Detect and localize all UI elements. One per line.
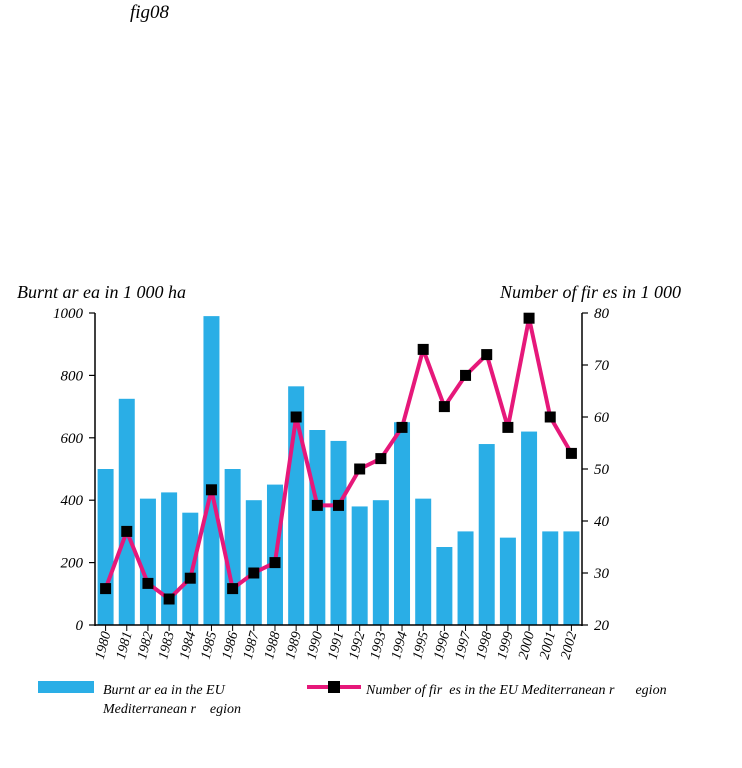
fires-marker-1983 [163, 593, 175, 605]
fires-marker-1989 [290, 411, 302, 423]
bar-1992 [351, 506, 368, 625]
legend-label-number-of-fires: Number of fir es in the EU Mediterranean… [366, 683, 667, 698]
bar-1980 [97, 469, 114, 625]
x-tick-label: 1999 [495, 630, 517, 661]
legend-swatch-marker [328, 681, 340, 693]
bar-1987 [245, 500, 262, 625]
fires-marker-1984 [184, 572, 196, 584]
bar-1994 [394, 422, 411, 625]
bar-2001 [542, 531, 559, 625]
x-tick-label: 1996 [431, 630, 453, 661]
fires-marker-1997 [460, 369, 472, 381]
x-tick-label: 1992 [347, 630, 369, 661]
x-tick-label: 1994 [389, 630, 411, 661]
right-tick-label: 20 [594, 618, 610, 634]
fires-marker-1990 [311, 499, 323, 511]
x-tick-label: 1997 [453, 629, 475, 661]
left-tick-label: 1000 [53, 306, 84, 322]
fires-marker-1982 [142, 577, 154, 589]
fires-marker-1998 [481, 349, 493, 361]
right-tick-label: 50 [594, 462, 610, 478]
x-tick-label: 1993 [368, 630, 390, 661]
bar-1997 [457, 531, 474, 625]
left-tick-label: 200 [61, 556, 84, 572]
x-tick-label: 1991 [326, 630, 348, 661]
fires-marker-1987 [248, 567, 260, 579]
fires-marker-1986 [227, 583, 239, 595]
x-tick-label: 2002 [559, 630, 581, 661]
fires-marker-2001 [544, 411, 556, 423]
right-tick-label: 30 [593, 566, 610, 582]
left-tick-label: 800 [61, 368, 84, 384]
fires-marker-1988 [269, 557, 281, 569]
bar-2000 [521, 431, 538, 625]
bar-1996 [436, 547, 453, 625]
bar-1998 [478, 444, 495, 625]
x-tick-label: 1981 [114, 630, 136, 661]
bar-1990 [309, 430, 326, 625]
fires-marker-1991 [333, 499, 344, 511]
fires-marker-2002 [565, 447, 577, 459]
right-tick-label: 70 [594, 358, 610, 374]
x-tick-label: 1985 [199, 630, 221, 661]
x-tick-label: 2000 [516, 630, 538, 661]
right-tick-label: 40 [594, 514, 610, 530]
bar-1993 [372, 500, 389, 625]
fires-marker-1996 [438, 401, 450, 413]
bar-1991 [330, 440, 347, 625]
line-series [100, 312, 577, 605]
x-tick-label: 1986 [220, 630, 242, 661]
fires-marker-1995 [417, 343, 429, 355]
bar-1984 [182, 512, 199, 625]
x-tick-label: 1980 [93, 630, 115, 661]
x-tick-label: 1982 [135, 630, 157, 661]
x-tick-label: 1987 [241, 629, 263, 661]
x-tick-label: 1983 [156, 630, 178, 661]
bar-1986 [224, 469, 241, 625]
right-axis-title: Number of fir es in 1 000 [499, 282, 681, 302]
legend-swatch-bar [38, 681, 94, 693]
fires-marker-2000 [523, 312, 535, 324]
x-tick-label: 1984 [177, 630, 199, 661]
fires-marker-1999 [502, 421, 514, 433]
x-tick-label: 1998 [474, 630, 496, 661]
right-tick-label: 80 [594, 306, 610, 322]
legend [38, 681, 361, 693]
legend-label-burnt-area: Burnt ar ea in the EU Mediterranean r eg… [103, 683, 242, 717]
fires-marker-1980 [100, 583, 112, 595]
fires-marker-1981 [121, 525, 133, 537]
figure-label: fig08 [130, 2, 170, 23]
bar-2002 [563, 531, 580, 625]
left-tick-label: 0 [76, 618, 84, 634]
bar-1983 [161, 492, 178, 625]
left-tick-label: 400 [61, 493, 84, 509]
bar-1995 [415, 498, 432, 625]
bar-1999 [499, 537, 516, 625]
x-tick-label: 1989 [283, 630, 305, 661]
bar-1981 [118, 398, 135, 625]
fires-marker-1993 [375, 453, 387, 465]
fires-marker-1992 [354, 463, 366, 475]
bar-1982 [139, 498, 156, 625]
bar-1985 [203, 316, 220, 625]
x-tick-label: 1995 [410, 630, 432, 661]
bar-series [97, 316, 580, 625]
fires-marker-1994 [396, 421, 408, 433]
x-tick-label: 2001 [537, 630, 559, 661]
left-tick-label: 600 [61, 431, 84, 447]
left-axis-title: Burnt ar ea in 1 000 ha [17, 282, 186, 302]
x-tick-label: 1988 [262, 630, 284, 661]
right-tick-label: 60 [594, 410, 610, 426]
x-tick-label: 1990 [304, 630, 326, 661]
fires-marker-1985 [205, 484, 217, 496]
